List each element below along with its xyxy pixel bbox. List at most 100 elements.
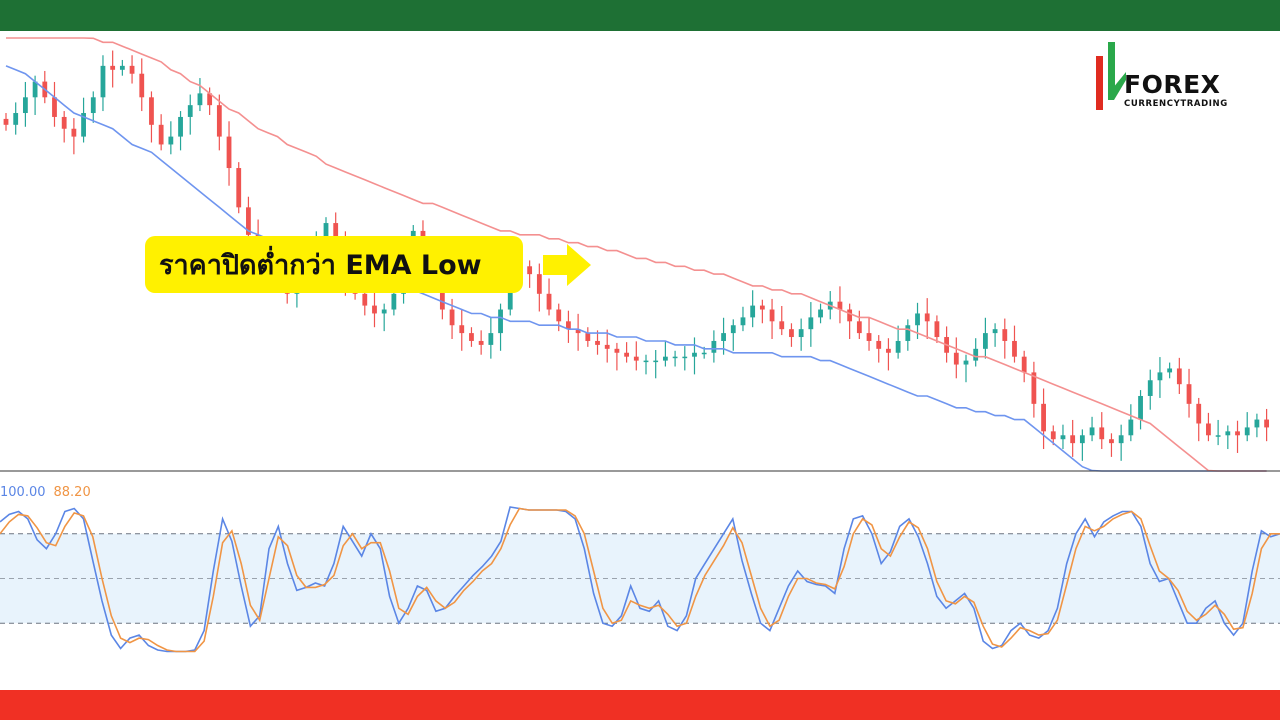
candle-body	[556, 309, 562, 322]
candle-body	[1109, 439, 1114, 444]
candle-body	[1196, 403, 1202, 424]
candle-body	[22, 97, 28, 114]
candle-body	[1012, 340, 1017, 357]
candle-body	[1225, 431, 1231, 436]
candle-body	[779, 321, 785, 330]
candle-body	[750, 305, 756, 318]
candle-body	[662, 356, 668, 361]
candle-body	[52, 97, 57, 117]
candle-body	[1041, 403, 1046, 432]
candle-body	[323, 223, 329, 247]
candle-body	[682, 356, 688, 359]
candles-layer	[3, 50, 1270, 461]
candle-body	[333, 223, 339, 247]
candle-body	[139, 73, 145, 98]
candle-body	[246, 207, 251, 235]
candle-body	[730, 325, 736, 334]
stoch-k-value: 100.00	[0, 485, 46, 500]
candle-body	[32, 81, 38, 98]
logo-word: FOREX	[1124, 70, 1221, 99]
candle-body	[1235, 431, 1240, 436]
candle-body	[614, 348, 620, 353]
bottom-color-bar	[0, 690, 1280, 720]
candle-body	[1118, 435, 1124, 444]
candle-body	[953, 352, 959, 365]
candle-body	[1002, 329, 1008, 341]
candle-body	[536, 274, 542, 294]
stochastic-panel	[0, 506, 1280, 653]
candle-body	[71, 128, 77, 137]
logo-subtitle: CURRENCYTRADING	[1124, 99, 1228, 109]
candle-body	[856, 321, 862, 334]
candle-body	[61, 116, 67, 129]
candle-body	[1215, 435, 1221, 437]
candle-body	[711, 340, 717, 353]
candle-body	[362, 293, 368, 306]
candle-body	[391, 293, 397, 310]
candle-body	[721, 333, 726, 341]
candle-body	[100, 65, 106, 98]
candle-body	[1264, 419, 1270, 428]
candle-body	[769, 309, 775, 322]
candle-body	[1079, 435, 1085, 444]
candle-body	[129, 65, 135, 74]
candle-body	[847, 309, 853, 322]
stoch-k-line	[0, 506, 1280, 653]
candle-body	[197, 93, 203, 106]
candle-body	[178, 116, 183, 137]
candle-body	[168, 136, 174, 145]
candle-body	[507, 278, 513, 310]
candle-body	[1254, 419, 1260, 428]
candle-body	[643, 360, 649, 363]
candle-body	[236, 168, 242, 208]
candle-body	[1050, 431, 1056, 440]
right-arrow-icon	[543, 244, 591, 286]
candle-body	[1021, 356, 1027, 373]
candle-body	[585, 333, 591, 341]
candle-body	[110, 65, 116, 70]
candle-body	[372, 305, 377, 314]
candle-body	[187, 105, 193, 117]
candle-body	[963, 360, 969, 365]
forex-logo: FOREX CURRENCYTRADING	[1092, 42, 1252, 114]
candle-body	[13, 113, 19, 125]
candle-body	[1099, 427, 1105, 440]
candle-body	[808, 317, 814, 330]
candle-body	[701, 352, 707, 355]
candle-body	[759, 305, 765, 310]
candle-body	[798, 329, 804, 338]
candle-body	[478, 340, 484, 345]
candle-body	[740, 317, 746, 326]
candle-body	[789, 329, 794, 338]
candle-body	[1157, 372, 1163, 381]
candle-body	[449, 309, 455, 326]
candle-body	[1031, 372, 1037, 404]
candle-body	[866, 333, 872, 341]
candle-body	[924, 313, 930, 322]
candle-body	[837, 301, 843, 310]
candle-body	[604, 344, 610, 349]
candle-body	[1167, 368, 1173, 373]
candle-body	[876, 340, 882, 349]
candle-body	[1176, 368, 1182, 385]
candle-body	[653, 360, 659, 363]
candle-body	[1089, 427, 1095, 436]
candle-body	[692, 352, 697, 357]
candle-body	[1206, 423, 1211, 436]
candle-body	[895, 340, 901, 353]
candle-body	[459, 325, 465, 334]
candle-body	[1244, 427, 1250, 436]
candlestick-logo-icon	[1096, 42, 1126, 110]
candle-body	[566, 321, 571, 330]
candle-body	[982, 333, 988, 349]
candle-body	[1128, 419, 1134, 436]
candle-body	[439, 285, 445, 310]
candle-body	[469, 333, 474, 341]
candle-body	[905, 325, 911, 341]
candle-body	[1138, 395, 1143, 420]
top-color-bar	[0, 0, 1280, 31]
stoch-d-value: 88.20	[53, 485, 91, 500]
candle-body	[81, 113, 86, 137]
candle-body	[546, 293, 552, 310]
candle-body	[149, 97, 154, 125]
